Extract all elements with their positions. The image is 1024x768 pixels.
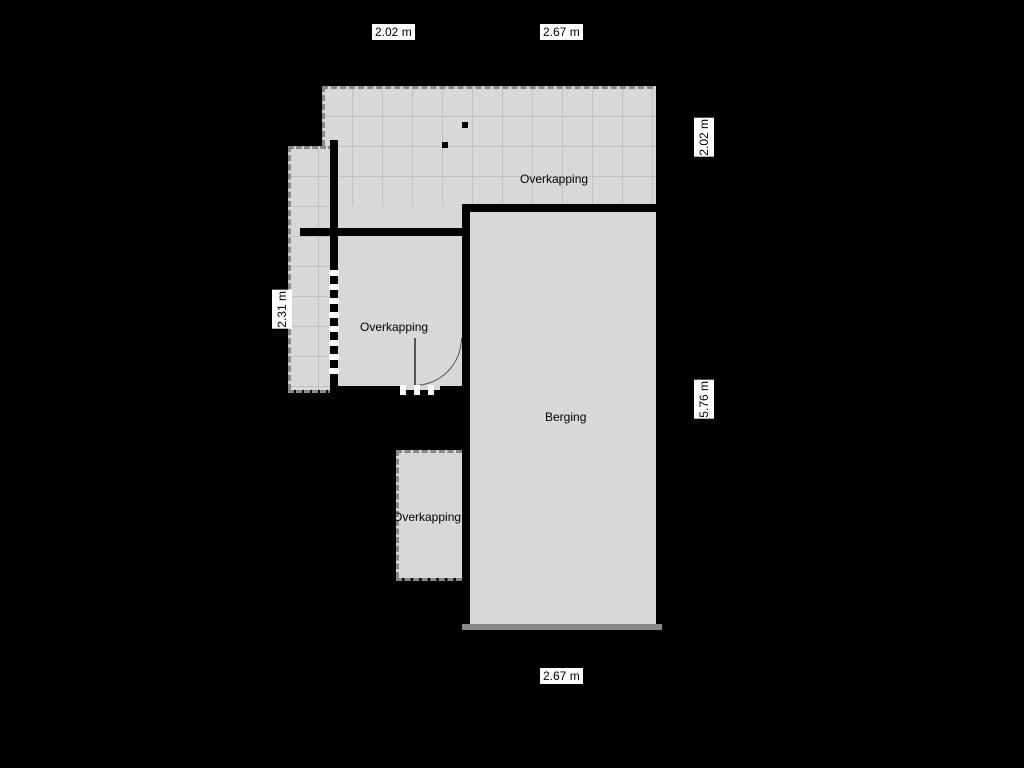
left-ext-dashed [288,146,291,390]
window-marks-left [329,270,339,380]
dim-bottom-tick-l [468,666,469,678]
dim-right-lower: 5.76 m [694,380,714,419]
left-ext-dashed-bot [288,390,334,393]
label-small-overkapping: Overkapping [393,510,463,524]
label-mid-overkapping: Overkapping [360,320,428,334]
wall-berging-right [656,86,664,628]
dim-top-left: 2.02 m [372,24,415,40]
dim-right-lower-tick-b [694,626,706,627]
window-marks-bottom [400,385,440,395]
dim-top-left-tick-l [330,26,331,38]
floorplan-canvas: 2.02 m 2.67 m 2.02 m 5.76 m 2.31 m 2.67 … [0,0,1024,768]
left-extension-area [288,146,334,390]
dim-left-mid-tick-t [270,232,282,233]
wall-berging-top [462,204,662,212]
top-overkapping-area [322,86,662,206]
column-marker-2 [442,142,448,148]
wall-berging-left [462,204,470,628]
dim-top-right-tick-r [660,26,661,38]
top-area-dashed-top [322,86,662,89]
wall-mid-bottom-r [440,386,466,394]
door-leaf [414,338,416,386]
dim-right-upper-tick-b [694,208,706,209]
dim-bottom: 2.67 m [540,668,583,684]
top-area-dashed-left [322,86,325,146]
label-berging: Berging [545,410,586,424]
dim-top-left-tick-r [462,26,463,38]
wall-mid-top [300,228,464,236]
small-ovk-dash-top [396,450,462,453]
wall-berging-bottom [462,624,662,630]
dim-right-upper-tick-t [694,88,706,89]
dim-top-right: 2.67 m [540,24,583,40]
small-ovk-dash-bot [396,578,462,581]
dim-top-right-tick-l [470,26,471,38]
dim-left-mid-tick-b [270,388,282,389]
label-top-overkapping: Overkapping [520,172,588,186]
dim-bottom-tick-r [662,666,663,678]
column-marker-1 [462,122,468,128]
wall-mid-bottom [330,386,400,394]
dim-right-lower-tick-t [694,212,706,213]
left-ext-dashed-top [288,146,334,149]
dim-right-upper: 2.02 m [694,118,714,157]
wall-connector [330,140,338,210]
dim-left-mid: 2.31 m [272,290,292,329]
